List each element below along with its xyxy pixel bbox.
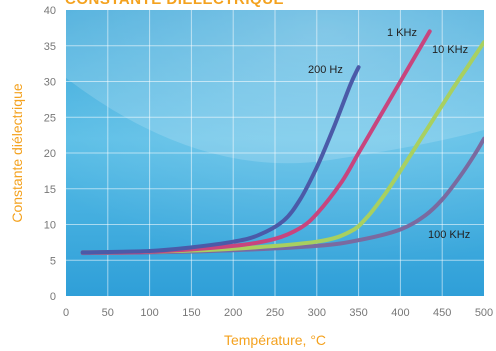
x-tick-label: 0: [63, 307, 69, 319]
series-label-100-khz: 100 KHz: [428, 229, 470, 241]
y-axis-title: Constante diélectrique: [9, 83, 25, 223]
x-tick-label: 300: [308, 307, 326, 319]
x-tick-label: 250: [266, 307, 284, 319]
y-tick-label: 40: [44, 5, 56, 17]
x-tick-label: 500: [475, 307, 493, 319]
series-label-200-hz: 200 Hz: [308, 64, 343, 76]
y-tick-label: 35: [44, 41, 56, 53]
series-label-1-khz: 1 KHz: [387, 27, 417, 39]
y-tick-label: 0: [50, 291, 56, 303]
x-tick-label: 200: [224, 307, 242, 319]
y-tick-label: 20: [44, 148, 56, 160]
x-tick-label: 50: [102, 307, 114, 319]
series-lines: [80, 29, 484, 256]
y-tick-label: 30: [44, 77, 56, 89]
x-tick-label: 450: [433, 307, 451, 319]
y-tick-label: 15: [44, 184, 56, 196]
x-tick-label: 100: [140, 307, 158, 319]
x-tick-label: 150: [182, 307, 200, 319]
x-tick-label: 400: [391, 307, 409, 319]
series-label-10-khz: 10 KHz: [432, 44, 468, 56]
x-axis-title: Température, °C: [224, 332, 326, 348]
y-tick-label: 10: [44, 220, 56, 232]
y-tick-label: 5: [50, 255, 56, 267]
x-tick-label: 350: [349, 307, 367, 319]
chart-title: CONSTANTE DIÉLECTRIQUE: [65, 0, 284, 8]
series-line-200-hz: [80, 65, 361, 255]
series-line-1-khz: [80, 29, 432, 255]
y-tick-label: 25: [44, 112, 56, 124]
series-labels: 200 Hz 1 KHz 10 KHz 100 KHz: [308, 27, 470, 241]
